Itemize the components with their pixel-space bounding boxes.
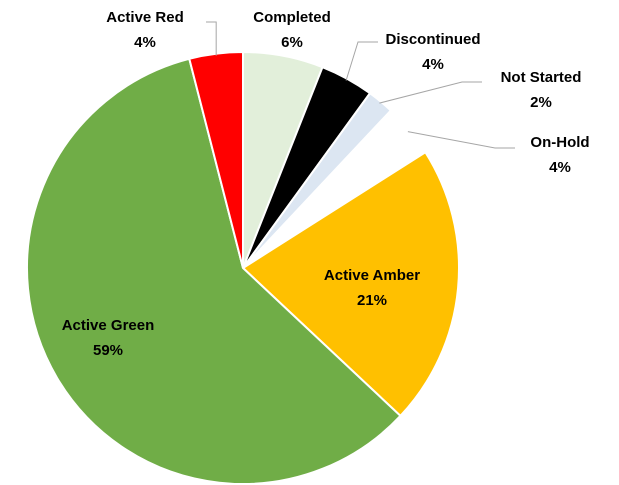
slice-value-label: 2% [530,94,552,111]
leader-line [407,131,515,149]
leader-line [345,41,378,81]
slice-value-label: 21% [357,292,387,309]
slice-label: Completed [253,9,331,26]
slice-value-label: 59% [93,342,123,359]
pie-slice [26,57,402,485]
leader-line [379,81,482,104]
slice-value-label: 4% [549,159,571,176]
slice-label: Not Started [501,69,582,86]
pie-slice [241,150,460,418]
slice-label: On-Hold [530,134,589,151]
slice-value-label: 4% [422,56,444,73]
slice-label: Active Green [62,317,155,334]
leader-line [206,21,217,56]
slice-label: Discontinued [385,31,480,48]
slice-value-label: 4% [134,34,156,51]
slice-label: Active Red [106,9,184,26]
slice-label: Active Amber [324,267,420,284]
slice-value-label: 6% [281,34,303,51]
